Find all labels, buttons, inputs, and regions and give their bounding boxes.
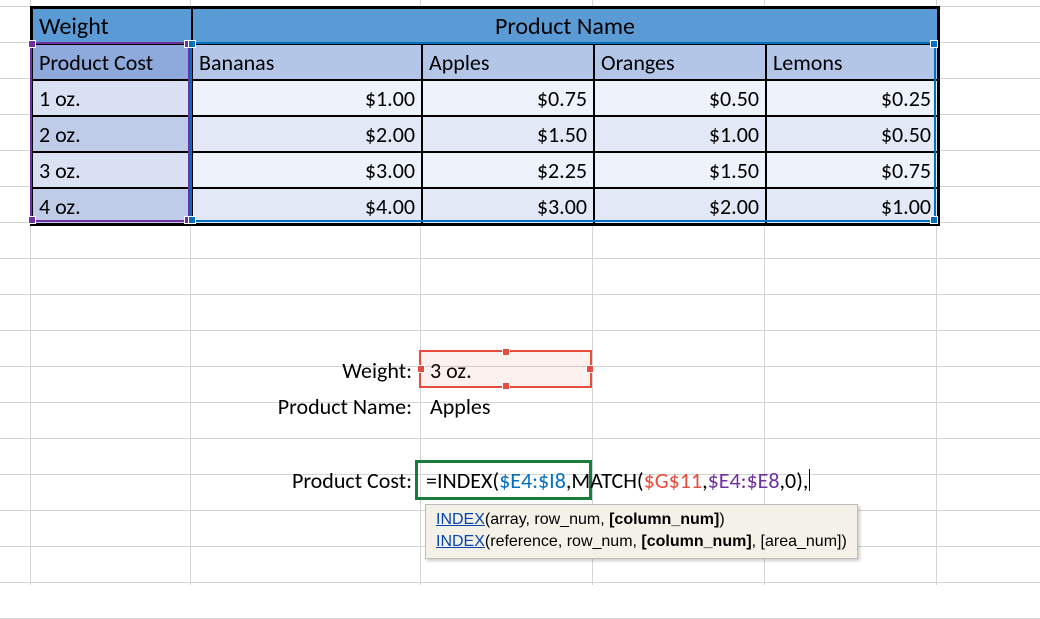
row-label[interactable]: 3 oz. bbox=[32, 152, 192, 188]
prodname-value[interactable]: Apples bbox=[424, 388, 592, 424]
tooltip-fn-link[interactable]: INDEX bbox=[436, 533, 485, 550]
formula-editor[interactable]: =INDEX($E4:$I8,MATCH($G$11,$E4:$E8,0), bbox=[422, 464, 810, 496]
function-tooltip: INDEX(array, row_num, [column_num]) INDE… bbox=[425, 504, 858, 559]
hdr-productname[interactable]: Product Name bbox=[192, 8, 938, 44]
data-cell[interactable]: $1.50 bbox=[594, 152, 766, 188]
price-table[interactable]: WeightProduct NameProduct CostBananasApp… bbox=[30, 6, 940, 226]
spreadsheet-sheet[interactable]: WeightProduct NameProduct CostBananasApp… bbox=[0, 0, 1040, 585]
prodcost-label: Product Cost: bbox=[190, 462, 418, 498]
row-label[interactable]: 4 oz. bbox=[32, 188, 192, 224]
tooltip-fn-link[interactable]: INDEX bbox=[436, 511, 485, 528]
data-cell[interactable]: $4.00 bbox=[192, 188, 422, 224]
data-cell[interactable]: $0.25 bbox=[766, 80, 938, 116]
col-header[interactable]: Bananas bbox=[192, 44, 422, 80]
data-cell[interactable]: $2.00 bbox=[192, 116, 422, 152]
data-cell[interactable]: $3.00 bbox=[422, 188, 594, 224]
data-cell[interactable]: $0.75 bbox=[422, 80, 594, 116]
col-header[interactable]: Lemons bbox=[766, 44, 938, 80]
data-cell[interactable]: $1.00 bbox=[766, 188, 938, 224]
data-cell[interactable]: $1.50 bbox=[422, 116, 594, 152]
weight-value[interactable]: 3 oz. bbox=[424, 352, 592, 388]
data-cell[interactable]: $2.00 bbox=[594, 188, 766, 224]
data-cell[interactable]: $0.75 bbox=[766, 152, 938, 188]
text-caret bbox=[809, 469, 810, 491]
prodname-label: Product Name: bbox=[190, 388, 418, 424]
data-cell[interactable]: $2.25 bbox=[422, 152, 594, 188]
data-cell[interactable]: $3.00 bbox=[192, 152, 422, 188]
row-label[interactable]: 2 oz. bbox=[32, 116, 192, 152]
weight-label: Weight: bbox=[190, 352, 418, 388]
tooltip-line-1: INDEX(array, row_num, [column_num]) bbox=[436, 509, 847, 531]
data-cell[interactable]: $1.00 bbox=[192, 80, 422, 116]
hdr-weight[interactable]: Weight bbox=[32, 8, 192, 44]
col-header[interactable]: Oranges bbox=[594, 44, 766, 80]
data-cell[interactable]: $1.00 bbox=[594, 116, 766, 152]
col-header[interactable]: Apples bbox=[422, 44, 594, 80]
hdr-productcost[interactable]: Product Cost bbox=[32, 44, 192, 80]
row-label[interactable]: 1 oz. bbox=[32, 80, 192, 116]
data-cell[interactable]: $0.50 bbox=[594, 80, 766, 116]
data-cell[interactable]: $0.50 bbox=[766, 116, 938, 152]
tooltip-line-2: INDEX(reference, row_num, [column_num], … bbox=[436, 531, 847, 553]
